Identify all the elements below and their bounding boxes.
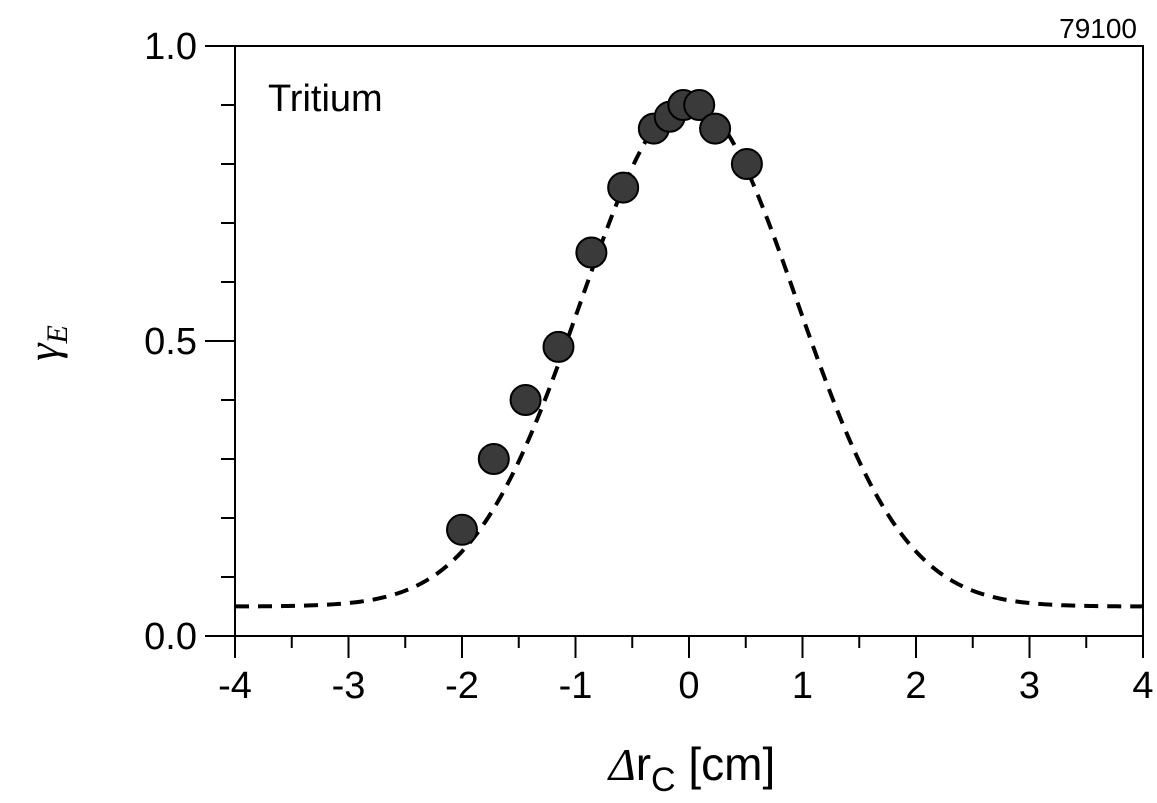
data-point (477, 443, 510, 475)
data-point (683, 89, 716, 121)
y-tick-label: 0.0 (144, 616, 197, 658)
x-tick-label: 2 (905, 665, 926, 707)
data-point (699, 112, 732, 145)
plot-area (234, 45, 1144, 637)
x-axis-title: ΔrC [cm] (607, 738, 776, 799)
x-tick-label: -3 (332, 665, 366, 707)
x-tick-label: 0 (678, 665, 699, 707)
x-tick-label: 3 (1019, 665, 1040, 707)
plot-frame (234, 45, 1144, 637)
data-point (607, 171, 640, 204)
y-tick-label: 1.0 (144, 26, 197, 68)
data-points-group (446, 89, 763, 546)
fit-curve-group (234, 100, 1144, 609)
y-tick-label: 0.5 (144, 321, 197, 363)
data-point (542, 330, 575, 363)
axis-ticks-group: -4 -3 -2 -1 0 1 2 3 4 0.0 0.5 1.0 (144, 26, 1153, 707)
x-tick-label: -4 (218, 665, 252, 707)
data-point (575, 236, 608, 269)
x-tick-label: 4 (1132, 665, 1153, 707)
x-tick-label: -2 (445, 665, 479, 707)
fit-curve-line (234, 100, 1144, 609)
annotation-label: Tritium (268, 78, 383, 120)
data-point (730, 148, 763, 180)
figure-id: 79100 (1059, 13, 1137, 44)
y-axis-title: γE (19, 325, 74, 361)
x-tick-label: 1 (792, 665, 813, 707)
x-tick-label: -1 (559, 665, 593, 707)
data-point (509, 384, 542, 416)
data-point (446, 513, 478, 546)
